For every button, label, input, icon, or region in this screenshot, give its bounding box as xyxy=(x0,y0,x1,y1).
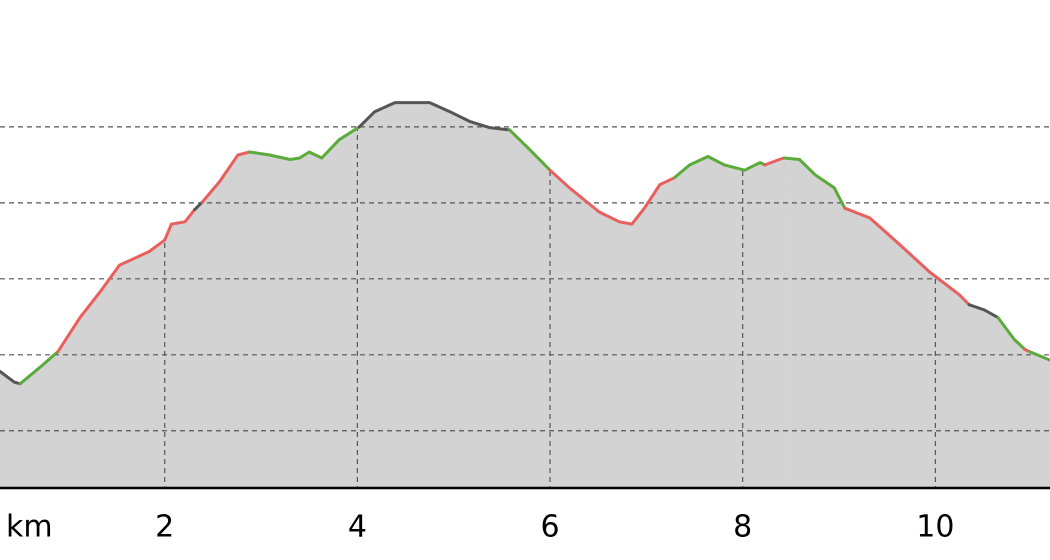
profile-line xyxy=(672,155,767,180)
profile-line xyxy=(18,350,60,386)
area xyxy=(764,157,785,488)
area xyxy=(1024,348,1031,488)
profile-line xyxy=(548,168,676,226)
areas xyxy=(0,102,1050,488)
profile-line xyxy=(967,303,1000,320)
x-tick-label: 10 xyxy=(916,510,954,545)
profile-line xyxy=(248,125,361,161)
profile-line xyxy=(357,101,512,132)
area xyxy=(57,208,196,488)
profile-line xyxy=(193,200,204,212)
x-tick-label: 6 xyxy=(540,510,559,545)
area xyxy=(673,155,766,488)
area xyxy=(358,102,511,488)
area xyxy=(19,350,59,488)
profile-line xyxy=(200,150,251,204)
x-tick-labels: 2 4 6 8 10 xyxy=(155,510,954,545)
y-grid xyxy=(0,126,1050,432)
profile-line xyxy=(1028,350,1050,362)
profile xyxy=(0,101,1050,386)
area xyxy=(194,200,203,488)
profile-line xyxy=(996,316,1027,351)
profile-line xyxy=(56,208,197,354)
area xyxy=(783,157,846,488)
profile-line xyxy=(0,370,22,386)
area xyxy=(968,303,999,488)
profile-line xyxy=(782,156,847,210)
profile-line xyxy=(843,206,971,307)
profile-line xyxy=(763,156,786,167)
area xyxy=(201,151,250,488)
x-tick-label: 2 xyxy=(155,510,174,545)
area xyxy=(509,128,551,488)
area xyxy=(0,370,21,488)
area xyxy=(997,316,1026,488)
x-axis-label: km xyxy=(6,510,53,545)
x-tick-label: 4 xyxy=(348,510,367,545)
area xyxy=(249,125,360,488)
profile-line xyxy=(508,128,552,172)
x-tick-label: 8 xyxy=(733,510,752,545)
area xyxy=(1029,351,1050,488)
